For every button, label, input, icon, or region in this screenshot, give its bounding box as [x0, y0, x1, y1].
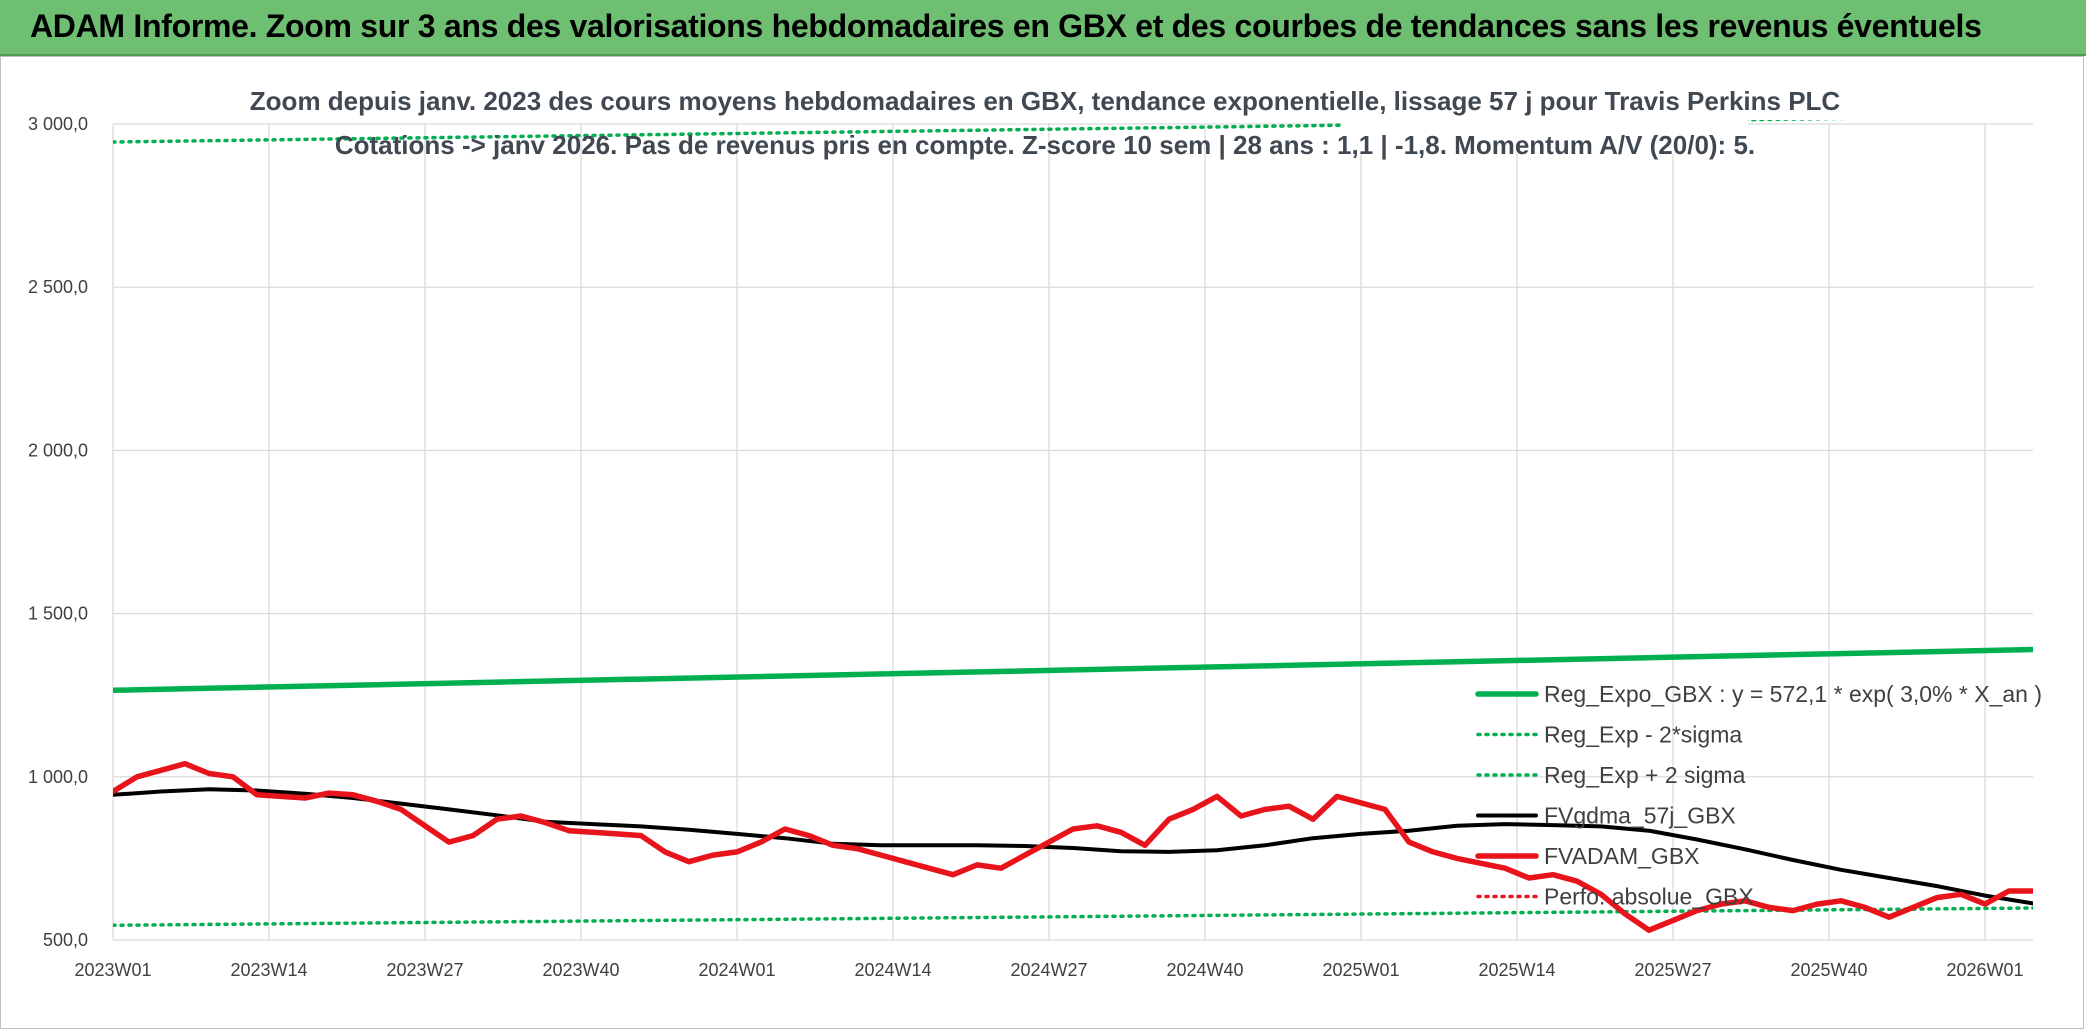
x-tick-label: 2023W27 — [386, 960, 463, 980]
report-title: ADAM Informe. Zoom sur 3 ans des valoris… — [30, 8, 1982, 44]
x-tick-label: 2024W14 — [854, 960, 931, 980]
legend-entry-perfo-absolue-gbx: Perfo. absolue_GBX — [1544, 884, 1754, 910]
series-layer — [113, 120, 2033, 933]
legend-entry-reg-expo-gbx-y-572-1-exp-3-0-x-an: Reg_Expo_GBX : y = 572,1 * exp( 3,0% * X… — [1544, 681, 2042, 707]
legend-entry-fvadam-gbx: FVADAM_GBX — [1544, 843, 1700, 869]
axis-layer: 500,0 1 000,0 1 500,0 2 000,0 2 500,0 3 000,0… — [28, 114, 2024, 980]
x-tick-label: 2025W01 — [1322, 960, 1399, 980]
y-tick-label: 1 000,0 — [28, 767, 88, 787]
legend: Reg_Expo_GBX : y = 572,1 * exp( 3,0% * X… — [1475, 681, 2042, 910]
x-tick-label: 2026W01 — [1946, 960, 2023, 980]
x-tick-label: 2023W14 — [230, 960, 307, 980]
series-line-fvadam-gbx — [113, 760, 2033, 933]
legend-entry-fvgdma-57j-gbx: FVgdma_57j_GBX — [1544, 803, 1736, 829]
grid-layer — [112, 123, 2033, 941]
report-banner: ADAM Informe. Zoom sur 3 ans des valoris… — [0, 0, 2086, 56]
y-tick-label: 1 500,0 — [28, 604, 88, 624]
x-tick-label: 2023W40 — [542, 960, 619, 980]
series-line-reg-exp-2-sigma — [113, 906, 2033, 928]
x-tick-label: 2024W40 — [1166, 960, 1243, 980]
x-tick-label: 2025W27 — [1634, 960, 1711, 980]
x-tick-label: 2024W01 — [698, 960, 775, 980]
y-tick-label: 2 500,0 — [28, 277, 88, 297]
y-tick-label: 2 000,0 — [28, 440, 88, 460]
chart-subtitle-line-1: Zoom depuis janv. 2023 des cours moyens … — [250, 86, 1841, 116]
x-tick-label: 2025W14 — [1478, 960, 1555, 980]
title-backdrop — [1342, 116, 1748, 154]
chart-subtitle-line-2: Cotations -> janv 2026. Pas de revenus p… — [335, 130, 1755, 160]
series-line-reg-expo-gbx-y-572-1-exp-3-0-x-an — [113, 646, 2033, 694]
x-tick-label: 2024W27 — [1010, 960, 1087, 980]
y-tick-label: 500,0 — [43, 930, 88, 950]
legend-entry-reg-exp-2-sigma: Reg_Exp + 2 sigma — [1544, 762, 1746, 788]
chart-frame — [0, 56, 2084, 1029]
series-line-fvgdma-57j-gbx — [113, 787, 2033, 906]
x-tick-label: 2025W40 — [1790, 960, 1867, 980]
y-tick-label: 3 000,0 — [28, 114, 88, 134]
x-tick-label: 2023W01 — [74, 960, 151, 980]
legend-entry-reg-exp-2-sigma: Reg_Exp - 2*sigma — [1544, 722, 1742, 748]
